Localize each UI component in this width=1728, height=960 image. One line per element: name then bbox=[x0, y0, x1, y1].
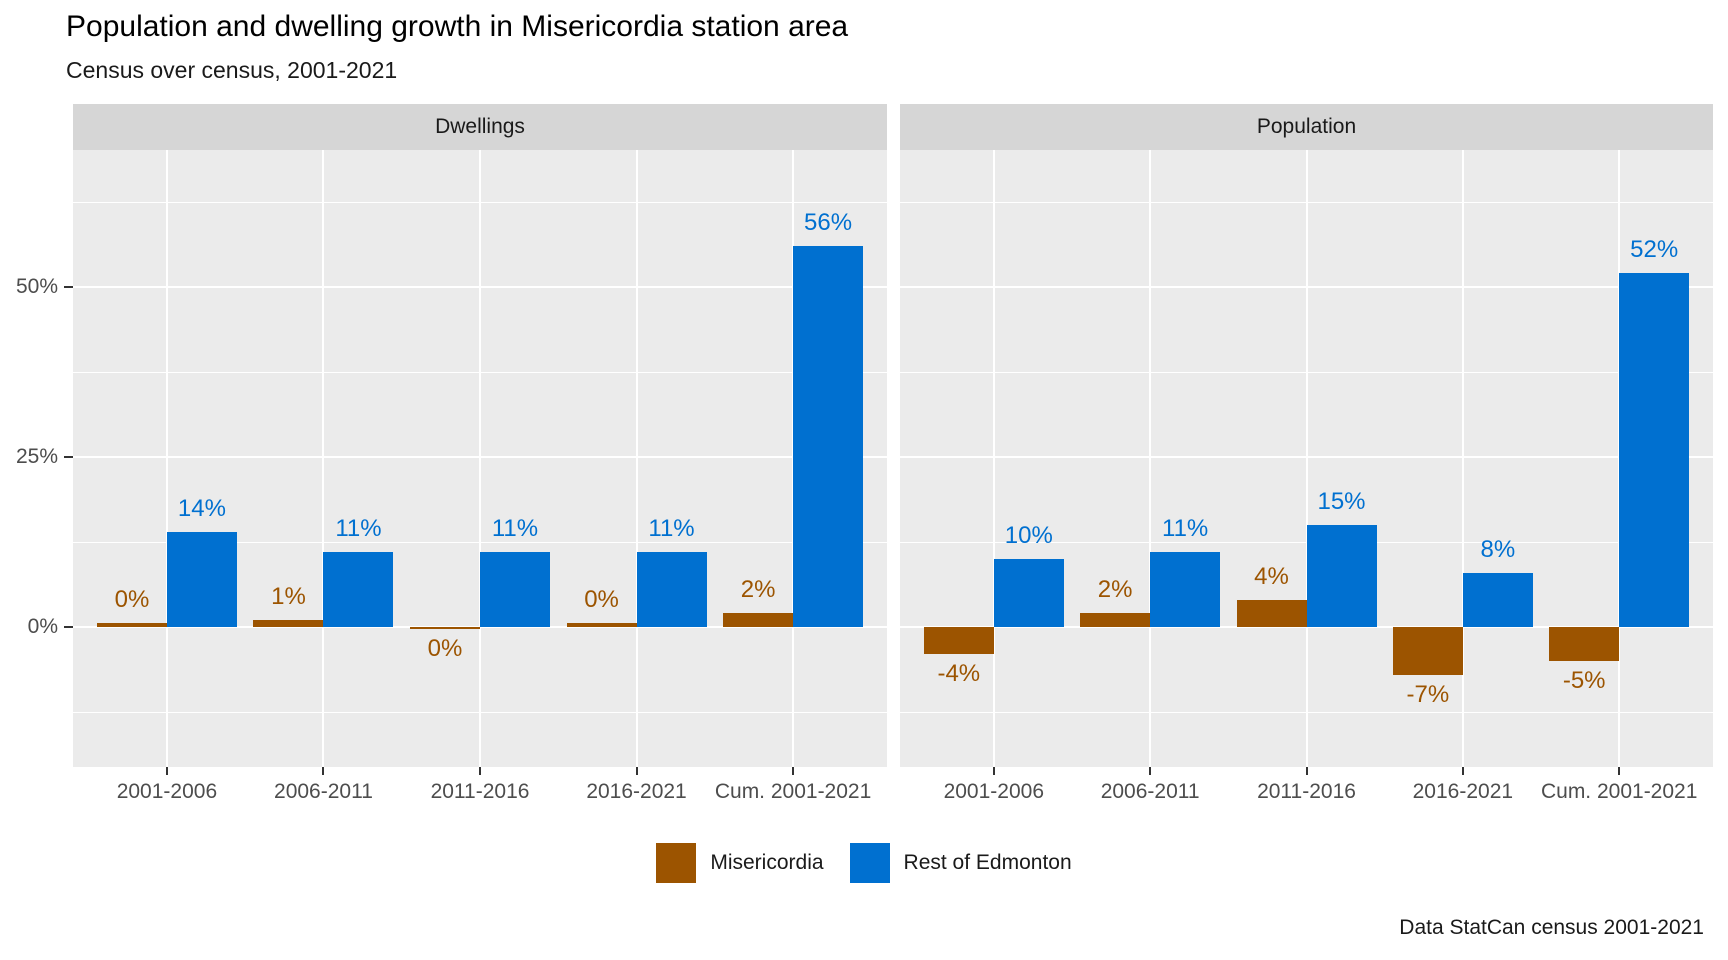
bar-value-label: -7% bbox=[1406, 680, 1450, 708]
legend-swatch-rest-of-edmonton bbox=[849, 843, 890, 883]
x-axis-label: Cum. 2001-2021 bbox=[1540, 780, 1698, 803]
facet-strip: Dwellings bbox=[73, 104, 887, 150]
bar-value-label: 15% bbox=[1317, 488, 1366, 515]
legend-label: Misericordia bbox=[710, 851, 824, 874]
x-tick bbox=[1305, 767, 1308, 775]
facet-panel: -4% 2% 4% -7% -5% 10% 11% 15% 8% 52% bbox=[900, 150, 1713, 767]
bar-misericordia bbox=[96, 622, 167, 627]
legend-item-misericordia: Misericordia bbox=[656, 843, 824, 883]
x-tick bbox=[1461, 767, 1464, 775]
bar-misericordia bbox=[1236, 599, 1307, 627]
facet-panel: 0% 1% 0% 0% 2% 14% 11% 11% 11% 56% bbox=[73, 150, 887, 767]
legend: Misericordia Rest of Edmonton bbox=[0, 843, 1728, 883]
x-axis-label: 2011-2016 bbox=[1257, 780, 1356, 803]
x-tick bbox=[165, 767, 168, 775]
bar-misericordia bbox=[1549, 627, 1620, 661]
x-axis-label: 2016-2021 bbox=[586, 780, 687, 803]
x-axis-label: 2001-2006 bbox=[943, 780, 1045, 803]
y-tick bbox=[64, 626, 73, 628]
bar-value-label: -5% bbox=[1562, 667, 1606, 694]
vertical-gridline bbox=[635, 150, 638, 767]
vertical-gridline bbox=[322, 150, 325, 767]
vertical-gridline bbox=[992, 150, 995, 767]
bar-value-label: 11% bbox=[648, 515, 695, 543]
bar-misericordia bbox=[410, 627, 480, 630]
legend-item-rest-of-edmonton: Rest of Edmonton bbox=[849, 843, 1072, 883]
x-axis-label: 2006-2011 bbox=[1100, 780, 1200, 803]
bar-value-label: 52% bbox=[1630, 236, 1679, 264]
x-tick bbox=[792, 767, 795, 775]
bar-value-label: 0% bbox=[584, 585, 619, 613]
x-tick bbox=[479, 767, 481, 775]
x-tick bbox=[635, 767, 638, 775]
chart-title: Population and dwelling growth in Miseri… bbox=[66, 10, 849, 43]
bar-value-label: 0% bbox=[114, 585, 150, 613]
bar-misericordia bbox=[723, 613, 794, 627]
bar-value-label: 0% bbox=[427, 635, 463, 663]
y-tick bbox=[64, 286, 73, 288]
bar-misericordia bbox=[1392, 627, 1463, 675]
bar-value-label: 14% bbox=[177, 494, 226, 522]
bar-value-label: -4% bbox=[937, 660, 981, 688]
bar-value-label: 2% bbox=[1097, 576, 1133, 604]
facet-strip-label: Population bbox=[1256, 115, 1357, 138]
bar-value-label: 8% bbox=[1480, 535, 1516, 563]
bar-value-label: 1% bbox=[271, 583, 306, 611]
bar-value-label: 11% bbox=[335, 515, 382, 543]
y-axis-label: 50% bbox=[15, 275, 58, 298]
bar-rest-of-edmonton bbox=[993, 559, 1064, 627]
x-tick bbox=[992, 767, 995, 775]
x-axis-label: 2001-2006 bbox=[116, 780, 218, 803]
facet-strip-label: Dwellings bbox=[435, 115, 525, 138]
chart-caption: Data StatCan census 2001-2021 bbox=[1399, 916, 1704, 939]
bar-rest-of-edmonton bbox=[480, 552, 550, 627]
y-axis-label: 25% bbox=[15, 445, 58, 468]
bar-value-label: 11% bbox=[1162, 515, 1209, 543]
vertical-gridline bbox=[1461, 150, 1464, 767]
bar-rest-of-edmonton bbox=[793, 246, 864, 627]
bar-rest-of-edmonton bbox=[1306, 525, 1377, 627]
bar-misericordia bbox=[566, 622, 637, 627]
bar-misericordia bbox=[923, 627, 994, 655]
chart-subtitle: Census over census, 2001-2021 bbox=[66, 57, 398, 83]
bar-value-label: 4% bbox=[1254, 562, 1289, 590]
bar-value-label: 11% bbox=[491, 515, 539, 543]
x-axis-label: 2016-2021 bbox=[1412, 780, 1514, 803]
vertical-gridline bbox=[479, 150, 481, 767]
x-tick bbox=[322, 767, 325, 775]
bar-misericordia bbox=[1080, 613, 1151, 627]
vertical-gridline bbox=[165, 150, 168, 767]
x-axis-label: 2006-2011 bbox=[274, 780, 373, 803]
bar-rest-of-edmonton bbox=[1150, 552, 1221, 627]
legend-swatch-misericordia bbox=[656, 843, 697, 883]
bar-rest-of-edmonton bbox=[1619, 273, 1690, 627]
facet-strip: Population bbox=[900, 104, 1713, 150]
x-axis-label: 2011-2016 bbox=[430, 780, 530, 803]
bar-rest-of-edmonton bbox=[1462, 572, 1533, 627]
vertical-gridline bbox=[1305, 150, 1308, 767]
bar-value-label: 2% bbox=[740, 576, 776, 604]
y-axis-label: 0% bbox=[27, 615, 58, 638]
x-axis-label: Cum. 2001-2021 bbox=[714, 780, 872, 803]
y-tick bbox=[64, 456, 73, 458]
bar-rest-of-edmonton bbox=[636, 552, 707, 627]
bar-misericordia bbox=[253, 620, 324, 627]
bar-rest-of-edmonton bbox=[166, 531, 237, 627]
x-tick bbox=[1618, 767, 1621, 775]
legend-label: Rest of Edmonton bbox=[903, 851, 1072, 874]
bar-rest-of-edmonton bbox=[323, 552, 394, 627]
bar-value-label: 10% bbox=[1004, 522, 1053, 549]
bar-value-label: 56% bbox=[804, 209, 853, 237]
vertical-gridline bbox=[1149, 150, 1152, 767]
x-tick bbox=[1149, 767, 1152, 775]
